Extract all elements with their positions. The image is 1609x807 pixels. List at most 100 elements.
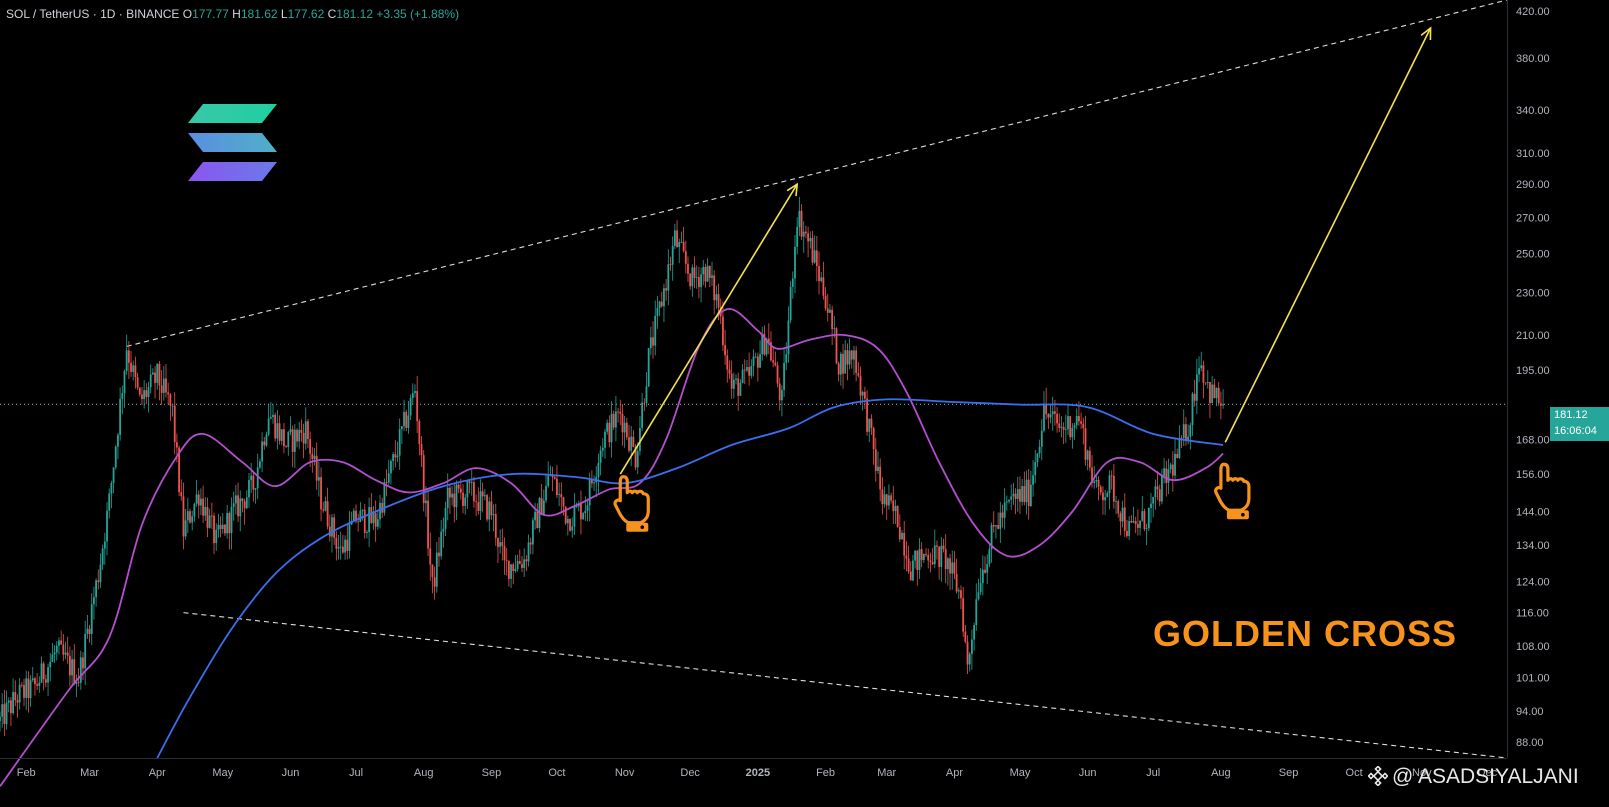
- candle-body: [857, 373, 860, 376]
- candle-body: [1198, 368, 1200, 375]
- candle: [571, 517, 574, 538]
- candle: [529, 537, 532, 555]
- candle-body: [136, 377, 139, 388]
- candle: [518, 549, 521, 565]
- candle-body: [341, 546, 344, 553]
- author-watermark: @ ASADSIYALJANI: [1368, 765, 1579, 789]
- candle-body: [1193, 393, 1196, 401]
- candle-body: [1040, 430, 1043, 447]
- candle-body: [1189, 425, 1192, 437]
- candle: [302, 423, 305, 459]
- candle: [604, 428, 606, 459]
- candle: [660, 291, 663, 308]
- close-value: 181.12: [336, 7, 373, 21]
- close-label: C: [327, 7, 337, 21]
- candle: [117, 432, 119, 460]
- candle: [66, 636, 69, 664]
- candle-body: [27, 678, 30, 699]
- candle-body: [844, 350, 847, 374]
- candle-body: [1019, 489, 1021, 502]
- candle: [872, 426, 875, 465]
- candle-body: [874, 449, 877, 471]
- candle: [217, 513, 220, 538]
- candle-body: [1078, 416, 1080, 422]
- candle-body: [951, 562, 954, 574]
- candle: [739, 379, 742, 396]
- candle-body: [47, 667, 49, 683]
- candle: [110, 480, 113, 509]
- candle: [245, 490, 248, 510]
- candle: [772, 346, 775, 368]
- candle-body: [459, 488, 462, 493]
- candle-body: [1156, 486, 1159, 490]
- candle-body: [424, 500, 427, 504]
- candle: [608, 415, 611, 448]
- candle: [761, 326, 764, 361]
- candle: [420, 435, 423, 467]
- candle-body: [103, 541, 106, 549]
- candle: [0, 711, 1, 732]
- candle-body: [156, 363, 159, 383]
- candle-body: [925, 553, 927, 555]
- y-axis-tick-label: 116.00: [1516, 608, 1549, 620]
- symbol-name[interactable]: SOL / TetherUS: [6, 7, 90, 21]
- candle-body: [1088, 450, 1091, 468]
- candle-body: [317, 477, 320, 481]
- candle: [479, 479, 482, 520]
- candle: [813, 235, 816, 264]
- candle-body: [344, 539, 346, 553]
- candle-body: [379, 502, 381, 520]
- candle: [514, 555, 517, 573]
- x-axis-tick-label: 2025: [746, 767, 770, 779]
- candle: [335, 531, 338, 561]
- candle: [1156, 471, 1159, 501]
- candle: [962, 587, 965, 638]
- candle: [1019, 476, 1021, 515]
- projection-arrow: [619, 182, 799, 475]
- candle: [787, 306, 790, 363]
- candle-body: [145, 390, 148, 397]
- candle-body: [298, 429, 301, 442]
- candle: [34, 676, 36, 696]
- candle-body: [1058, 423, 1061, 428]
- candle-body: [363, 509, 366, 534]
- candle: [202, 485, 205, 523]
- candle: [778, 377, 781, 411]
- candle-body: [853, 350, 855, 360]
- candle: [794, 235, 796, 294]
- y-axis-tick-label: 101.00: [1516, 672, 1550, 684]
- candle: [1021, 479, 1024, 506]
- candle: [195, 479, 198, 507]
- interval-label[interactable]: 1D: [100, 7, 116, 21]
- candle-body: [850, 350, 853, 360]
- candle: [573, 492, 576, 535]
- candle-body: [440, 531, 443, 557]
- candle-body: [673, 230, 676, 246]
- candle-body: [625, 422, 628, 438]
- candle: [165, 364, 167, 398]
- candle-body: [787, 320, 790, 355]
- candle-body: [418, 421, 421, 445]
- candle-body: [820, 277, 823, 282]
- candle: [984, 556, 986, 574]
- candles-layer: [0, 196, 1224, 736]
- hand-cuff-button: [1241, 512, 1245, 517]
- candle-body: [728, 369, 731, 374]
- candle: [224, 523, 226, 537]
- candle-body: [1202, 365, 1205, 383]
- candle: [855, 346, 858, 382]
- candle: [263, 436, 266, 450]
- candle: [866, 390, 868, 436]
- candle-body: [309, 439, 312, 454]
- candle: [379, 494, 381, 529]
- candle-body: [1121, 507, 1124, 522]
- candle-body: [1191, 393, 1194, 426]
- candle-body: [206, 507, 209, 528]
- candle: [1032, 460, 1034, 497]
- candle-body: [101, 548, 104, 565]
- candle-body: [141, 394, 143, 400]
- candle-body: [780, 389, 783, 401]
- candle-body: [979, 583, 982, 593]
- candle: [1117, 499, 1120, 518]
